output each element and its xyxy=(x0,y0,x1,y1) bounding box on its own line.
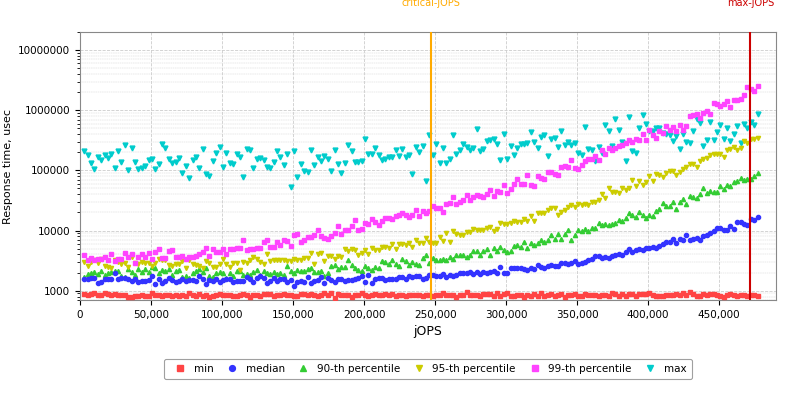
median xyxy=(258,276,268,281)
90-th percentile xyxy=(79,274,89,279)
min xyxy=(258,292,268,297)
90-th percentile xyxy=(205,274,214,278)
max xyxy=(258,157,268,162)
median xyxy=(205,277,214,282)
Line: median: median xyxy=(82,214,760,288)
Text: critical-jOPS: critical-jOPS xyxy=(402,0,460,8)
90-th percentile xyxy=(222,276,231,280)
min xyxy=(702,293,711,298)
95-th percentile xyxy=(698,156,708,161)
min xyxy=(726,292,735,296)
90-th percentile xyxy=(120,274,130,279)
min xyxy=(685,290,694,294)
Line: 90-th percentile: 90-th percentile xyxy=(82,171,760,280)
Legend: min, median, 90-th percentile, 95-th percentile, 99-th percentile, max: min, median, 90-th percentile, 95-th per… xyxy=(164,359,692,379)
99-th percentile xyxy=(130,260,140,265)
90-th percentile xyxy=(106,270,116,275)
99-th percentile xyxy=(722,99,732,104)
min xyxy=(120,292,130,297)
max xyxy=(106,152,116,156)
Line: min: min xyxy=(82,290,760,300)
95-th percentile xyxy=(79,260,89,264)
90-th percentile xyxy=(722,183,732,188)
95-th percentile xyxy=(120,261,130,266)
Line: 99-th percentile: 99-th percentile xyxy=(82,84,760,265)
99-th percentile xyxy=(262,238,272,243)
max xyxy=(698,144,708,148)
max xyxy=(722,126,732,131)
Text: max-jOPS: max-jOPS xyxy=(727,0,774,8)
Y-axis label: Response time, usec: Response time, usec xyxy=(2,108,13,224)
min xyxy=(330,295,339,300)
99-th percentile xyxy=(208,246,218,251)
95-th percentile xyxy=(262,252,272,257)
Line: 95-th percentile: 95-th percentile xyxy=(82,136,760,272)
99-th percentile xyxy=(106,251,116,256)
X-axis label: jOPS: jOPS xyxy=(414,325,442,338)
99-th percentile xyxy=(79,252,89,257)
median xyxy=(290,284,299,288)
95-th percentile xyxy=(106,266,116,271)
median xyxy=(120,276,130,281)
95-th percentile xyxy=(205,261,214,266)
max xyxy=(79,148,89,153)
max xyxy=(120,142,130,147)
95-th percentile xyxy=(753,136,762,140)
90-th percentile xyxy=(262,271,272,276)
Line: max: max xyxy=(82,112,760,190)
99-th percentile xyxy=(698,110,708,115)
max xyxy=(753,112,762,117)
90-th percentile xyxy=(698,186,708,191)
99-th percentile xyxy=(753,84,762,88)
min xyxy=(79,292,89,297)
median xyxy=(722,228,732,232)
median xyxy=(79,277,89,282)
95-th percentile xyxy=(235,267,245,272)
min xyxy=(205,294,214,299)
min xyxy=(753,294,762,298)
90-th percentile xyxy=(753,170,762,175)
median xyxy=(698,234,708,238)
max xyxy=(205,174,214,179)
median xyxy=(106,277,116,282)
median xyxy=(753,214,762,219)
99-th percentile xyxy=(120,250,130,255)
max xyxy=(286,185,295,190)
95-th percentile xyxy=(722,148,732,152)
min xyxy=(106,293,116,298)
